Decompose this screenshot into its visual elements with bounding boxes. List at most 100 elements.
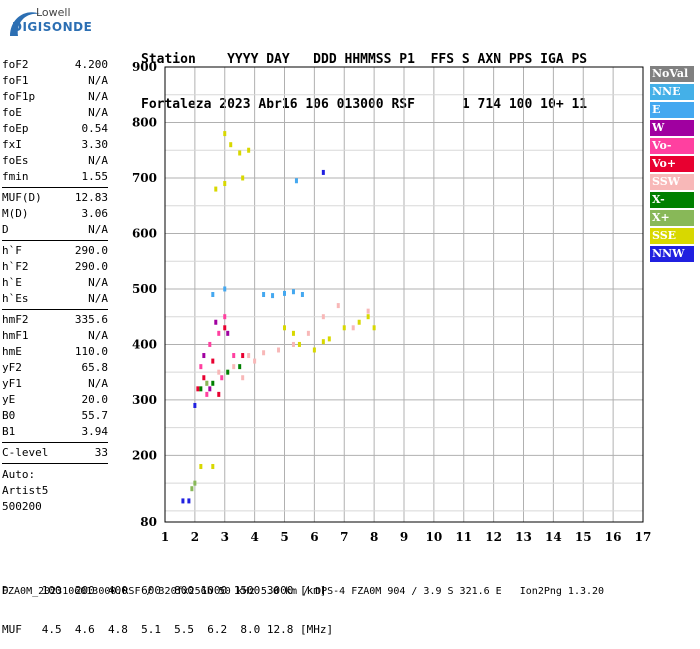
data-point-sse bbox=[312, 347, 316, 353]
auto-line: Auto: bbox=[2, 468, 36, 481]
legend-item-e: E bbox=[650, 102, 694, 118]
param-value: 290.0 bbox=[74, 260, 108, 273]
data-point-w bbox=[202, 353, 206, 359]
plot-frame bbox=[164, 66, 644, 523]
data-point-nnw bbox=[181, 498, 185, 504]
param-row-ye: yE 20.0 bbox=[2, 393, 108, 409]
param-row-h-e: h`E N/A bbox=[2, 276, 108, 292]
param-label: M(D) bbox=[2, 207, 29, 220]
param-value: N/A bbox=[88, 329, 108, 342]
data-point-vo- bbox=[202, 375, 206, 381]
data-point-x- bbox=[211, 380, 215, 386]
param-label: yE bbox=[2, 393, 16, 406]
data-point-ssw bbox=[351, 325, 355, 331]
param-separator bbox=[2, 240, 108, 241]
y-tick-label: 300 bbox=[132, 393, 157, 407]
data-point-e bbox=[211, 292, 215, 297]
data-point-e bbox=[291, 289, 295, 295]
lowell-digisonde-logo bbox=[4, 6, 74, 46]
param-row-fof1: foF1 N/A bbox=[2, 74, 108, 90]
data-point-ssw bbox=[253, 358, 257, 364]
data-point-sse bbox=[241, 175, 245, 181]
legend-item-vo-: Vo+ bbox=[650, 156, 694, 172]
y-tick-label: 800 bbox=[132, 115, 157, 129]
param-value: N/A bbox=[88, 276, 108, 289]
param-value: 0.54 bbox=[81, 122, 109, 135]
param-row-hmf1: hmF1 N/A bbox=[2, 329, 108, 345]
data-point-ssw bbox=[217, 369, 221, 375]
data-point-w bbox=[226, 330, 230, 336]
param-row-fof1p: foF1p N/A bbox=[2, 90, 108, 106]
param-label: foF1p bbox=[2, 90, 36, 103]
data-point-sse bbox=[327, 336, 331, 342]
x-tick-label: 16 bbox=[605, 530, 622, 544]
data-point-e bbox=[283, 290, 286, 296]
data-point-e bbox=[223, 286, 227, 292]
data-point-x- bbox=[238, 364, 242, 370]
data-point-sse bbox=[223, 131, 227, 137]
param-value: 65.8 bbox=[81, 361, 109, 374]
logo-text-bottom: DIGISONDE bbox=[12, 20, 93, 34]
param-label: yF1 bbox=[2, 377, 22, 390]
data-point-w bbox=[208, 386, 212, 392]
data-point-sse bbox=[238, 150, 242, 156]
data-point-nnw bbox=[321, 169, 325, 175]
param-label: foF1 bbox=[2, 74, 29, 87]
param-row-h-f: h`F 290.0 bbox=[2, 244, 108, 260]
data-point-ssw bbox=[262, 350, 266, 356]
param-label: fxI bbox=[2, 138, 22, 151]
param-label: foE bbox=[2, 106, 22, 119]
param-row-yf2: yF2 65.8 bbox=[2, 361, 108, 377]
param-value: N/A bbox=[88, 106, 108, 119]
param-label: foF2 bbox=[2, 58, 29, 71]
auto-line: Artist5 bbox=[2, 484, 49, 497]
param-separator bbox=[2, 442, 108, 443]
parameter-panel: foF2 4.200 foF1 N/A foF1p N/A foE N/A foEp 0.54 fx… bbox=[2, 58, 108, 515]
data-point-sse bbox=[372, 325, 376, 331]
y-tick-label: 500 bbox=[132, 282, 157, 296]
data-point-sse bbox=[357, 319, 361, 325]
x-tick-label: 17 bbox=[635, 530, 652, 544]
data-point-vo- bbox=[232, 353, 236, 359]
data-point-x- bbox=[199, 386, 203, 392]
data-point-ssw bbox=[232, 364, 236, 370]
data-point-e bbox=[294, 178, 298, 184]
data-point-vo- bbox=[205, 391, 209, 397]
legend-item-noval: NoVal bbox=[650, 66, 694, 82]
data-point-vo- bbox=[199, 364, 203, 370]
param-label: h`F bbox=[2, 244, 22, 257]
data-point-sse bbox=[321, 339, 325, 345]
legend-item-w: W bbox=[650, 120, 694, 136]
param-value: 3.94 bbox=[81, 425, 109, 438]
param-label: h`F2 bbox=[2, 260, 29, 273]
data-point-vo- bbox=[223, 314, 227, 320]
legend-item-x-: X+ bbox=[650, 210, 694, 226]
data-point-vo- bbox=[241, 353, 245, 359]
param-row-foep: foEp 0.54 bbox=[2, 122, 108, 138]
y-tick-label: 600 bbox=[132, 226, 157, 240]
param-label: h`E bbox=[2, 276, 22, 289]
param-row-fmin: fmin 1.55 bbox=[2, 170, 108, 186]
param-label: MUF(D) bbox=[2, 191, 42, 204]
data-point-x- bbox=[226, 369, 230, 375]
auto-line: 500200 bbox=[2, 500, 42, 513]
param-label: foEs bbox=[2, 154, 29, 167]
file-info: FZA0M_2023106013000.RSF / 320fx256h 50 k… bbox=[2, 586, 605, 597]
param-value: 3.30 bbox=[81, 138, 109, 151]
param-row-hme: hmE 110.0 bbox=[2, 345, 108, 361]
legend-item-vo-: Vo- bbox=[650, 138, 694, 154]
param-row-h-es: h`Es N/A bbox=[2, 292, 108, 308]
data-point-nnw bbox=[187, 498, 191, 504]
data-point-ssw bbox=[366, 308, 370, 314]
param-label: h`Es bbox=[2, 292, 29, 305]
data-point-sse bbox=[342, 325, 346, 331]
data-point-sse bbox=[214, 186, 218, 192]
y-tick-label: 700 bbox=[132, 171, 157, 185]
param-row-fof2: foF2 4.200 bbox=[2, 58, 108, 74]
x-tick-label: 12 bbox=[485, 530, 502, 544]
param-label: hmF2 bbox=[2, 313, 29, 326]
x-tick-label: 1 bbox=[161, 530, 169, 544]
muf-table: D 100 200 400 600 800 1000 1500 3000 [km… bbox=[2, 558, 333, 649]
header-labels: Station YYYY DAY DDD HHMMSS P1 FFS S AXN… bbox=[141, 52, 588, 67]
legend-item-nnw: NNW bbox=[650, 246, 694, 262]
